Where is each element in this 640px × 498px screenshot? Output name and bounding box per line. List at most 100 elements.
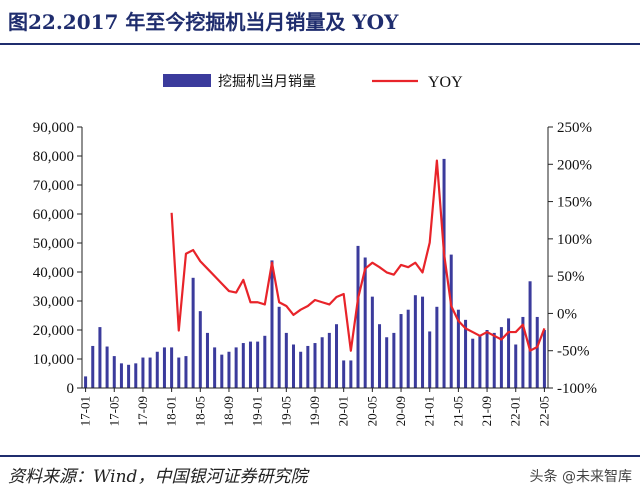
- bar-21-05: [456, 309, 460, 388]
- bar-20-04: [363, 257, 367, 388]
- right-tick-label: 100%: [557, 232, 592, 248]
- legend-group: 挖掘机当月销量 YOY: [163, 74, 463, 91]
- bar-21-01: [428, 331, 432, 388]
- left-tick-label: 0: [67, 381, 75, 397]
- bar-17-05: [112, 356, 116, 388]
- bar-21-02: [435, 306, 439, 388]
- right-tick-label: -100%: [557, 381, 597, 397]
- left-tick-label: 10,000: [33, 352, 74, 368]
- bar-17-07: [127, 364, 131, 388]
- bar-21-12: [507, 318, 511, 388]
- bar-19-07: [299, 351, 303, 388]
- right-tick-label: 250%: [557, 120, 592, 136]
- legend-bar-label: 挖掘机当月销量: [218, 74, 316, 90]
- bar-19-03: [270, 260, 274, 388]
- bar-21-04: [449, 254, 453, 388]
- left-tick-label: 30,000: [33, 294, 74, 310]
- bar-21-07: [471, 338, 475, 388]
- left-tick-label: 70,000: [33, 178, 74, 194]
- bar-17-02: [91, 345, 95, 388]
- bar-18-07: [213, 347, 217, 388]
- bar-17-08: [134, 363, 138, 388]
- bar-20-06: [378, 324, 382, 388]
- x-tick-label: 19-01: [250, 396, 265, 426]
- bar-19-04: [277, 306, 281, 388]
- bar-18-09: [227, 351, 231, 388]
- bar-18-11: [241, 343, 245, 388]
- bar-17-11: [155, 351, 159, 388]
- left-tick-label: 80,000: [33, 149, 74, 165]
- right-tick-label: 0%: [557, 306, 577, 322]
- right-tick-label: 50%: [557, 269, 585, 285]
- bar-18-03: [184, 356, 188, 388]
- bar-18-08: [220, 354, 224, 388]
- x-tick-label: 22-01: [508, 396, 523, 426]
- bar-20-10: [406, 309, 410, 388]
- bar-20-11: [413, 295, 417, 388]
- bar-19-10: [320, 337, 324, 388]
- chart-title: 图22.2017 年至今挖掘机当月销量及 YOY: [8, 10, 399, 34]
- bar-19-02: [263, 335, 267, 388]
- bar-21-09: [485, 330, 489, 388]
- bar-19-11: [327, 332, 331, 388]
- bar-19-06: [291, 344, 295, 388]
- legend-line-label: YOY: [428, 74, 463, 91]
- x-tick-label: 20-05: [364, 396, 379, 426]
- left-tick-label: 40,000: [33, 265, 74, 281]
- x-tick-label: 19-05: [278, 396, 293, 426]
- x-tick-label: 20-01: [336, 396, 351, 426]
- right-tick-label: 200%: [557, 157, 592, 173]
- left-tick-label: 50,000: [33, 236, 74, 252]
- legend-bar-swatch: [163, 74, 211, 87]
- x-tick-label: 17-01: [78, 396, 93, 426]
- title-divider: [0, 43, 640, 45]
- source-note: 资料来源：Wind，中国银河证券研究院: [8, 467, 308, 487]
- left-tick-label: 20,000: [33, 323, 74, 339]
- bar-17-06: [119, 363, 123, 388]
- bar-20-02: [349, 360, 353, 388]
- bar-17-04: [105, 346, 109, 388]
- x-tick-label: 22-05: [536, 396, 551, 426]
- bar-21-08: [478, 335, 482, 388]
- x-tick-label: 21-09: [479, 396, 494, 426]
- right-tick-label: 150%: [557, 195, 592, 211]
- x-tick-label: 21-01: [422, 396, 437, 426]
- x-tick-label: 20-09: [393, 396, 408, 426]
- bar-21-03: [442, 158, 446, 388]
- x-tick-label: 21-05: [450, 396, 465, 426]
- bar-17-09: [141, 357, 145, 388]
- bar-22-03: [528, 281, 532, 388]
- footer-divider: [0, 455, 640, 457]
- left-tick-label: 90,000: [33, 120, 74, 136]
- bar-20-03: [356, 245, 360, 388]
- bar-21-10: [492, 332, 496, 388]
- bar-18-04: [191, 277, 195, 388]
- x-tick-label: 18-05: [192, 396, 207, 426]
- right-tick-label: -50%: [557, 344, 590, 360]
- bar-17-12: [162, 347, 166, 388]
- x-tick-label: 18-01: [164, 396, 179, 426]
- x-tick-label: 19-09: [307, 396, 322, 426]
- bar-18-01: [170, 347, 174, 388]
- bar-18-05: [198, 311, 202, 388]
- bar-19-05: [284, 332, 288, 388]
- bar-20-01: [342, 360, 346, 388]
- bar-20-09: [399, 314, 403, 388]
- bar-22-04: [535, 316, 539, 388]
- bar-17-10: [148, 357, 152, 388]
- bar-18-12: [248, 341, 252, 388]
- bar-18-10: [234, 347, 238, 388]
- bar-19-12: [335, 324, 339, 388]
- x-tick-label: 17-05: [106, 396, 121, 426]
- x-tick-label: 18-09: [221, 396, 236, 426]
- bar-20-08: [392, 332, 396, 388]
- watermark: 头条 @未来智库: [529, 469, 632, 485]
- left-tick-label: 60,000: [33, 207, 74, 223]
- bar-20-07: [385, 337, 389, 388]
- bar-20-12: [421, 296, 425, 388]
- bar-21-11: [499, 327, 503, 388]
- bar-19-08: [306, 345, 310, 388]
- bar-17-01: [84, 376, 88, 388]
- bar-22-02: [521, 316, 525, 388]
